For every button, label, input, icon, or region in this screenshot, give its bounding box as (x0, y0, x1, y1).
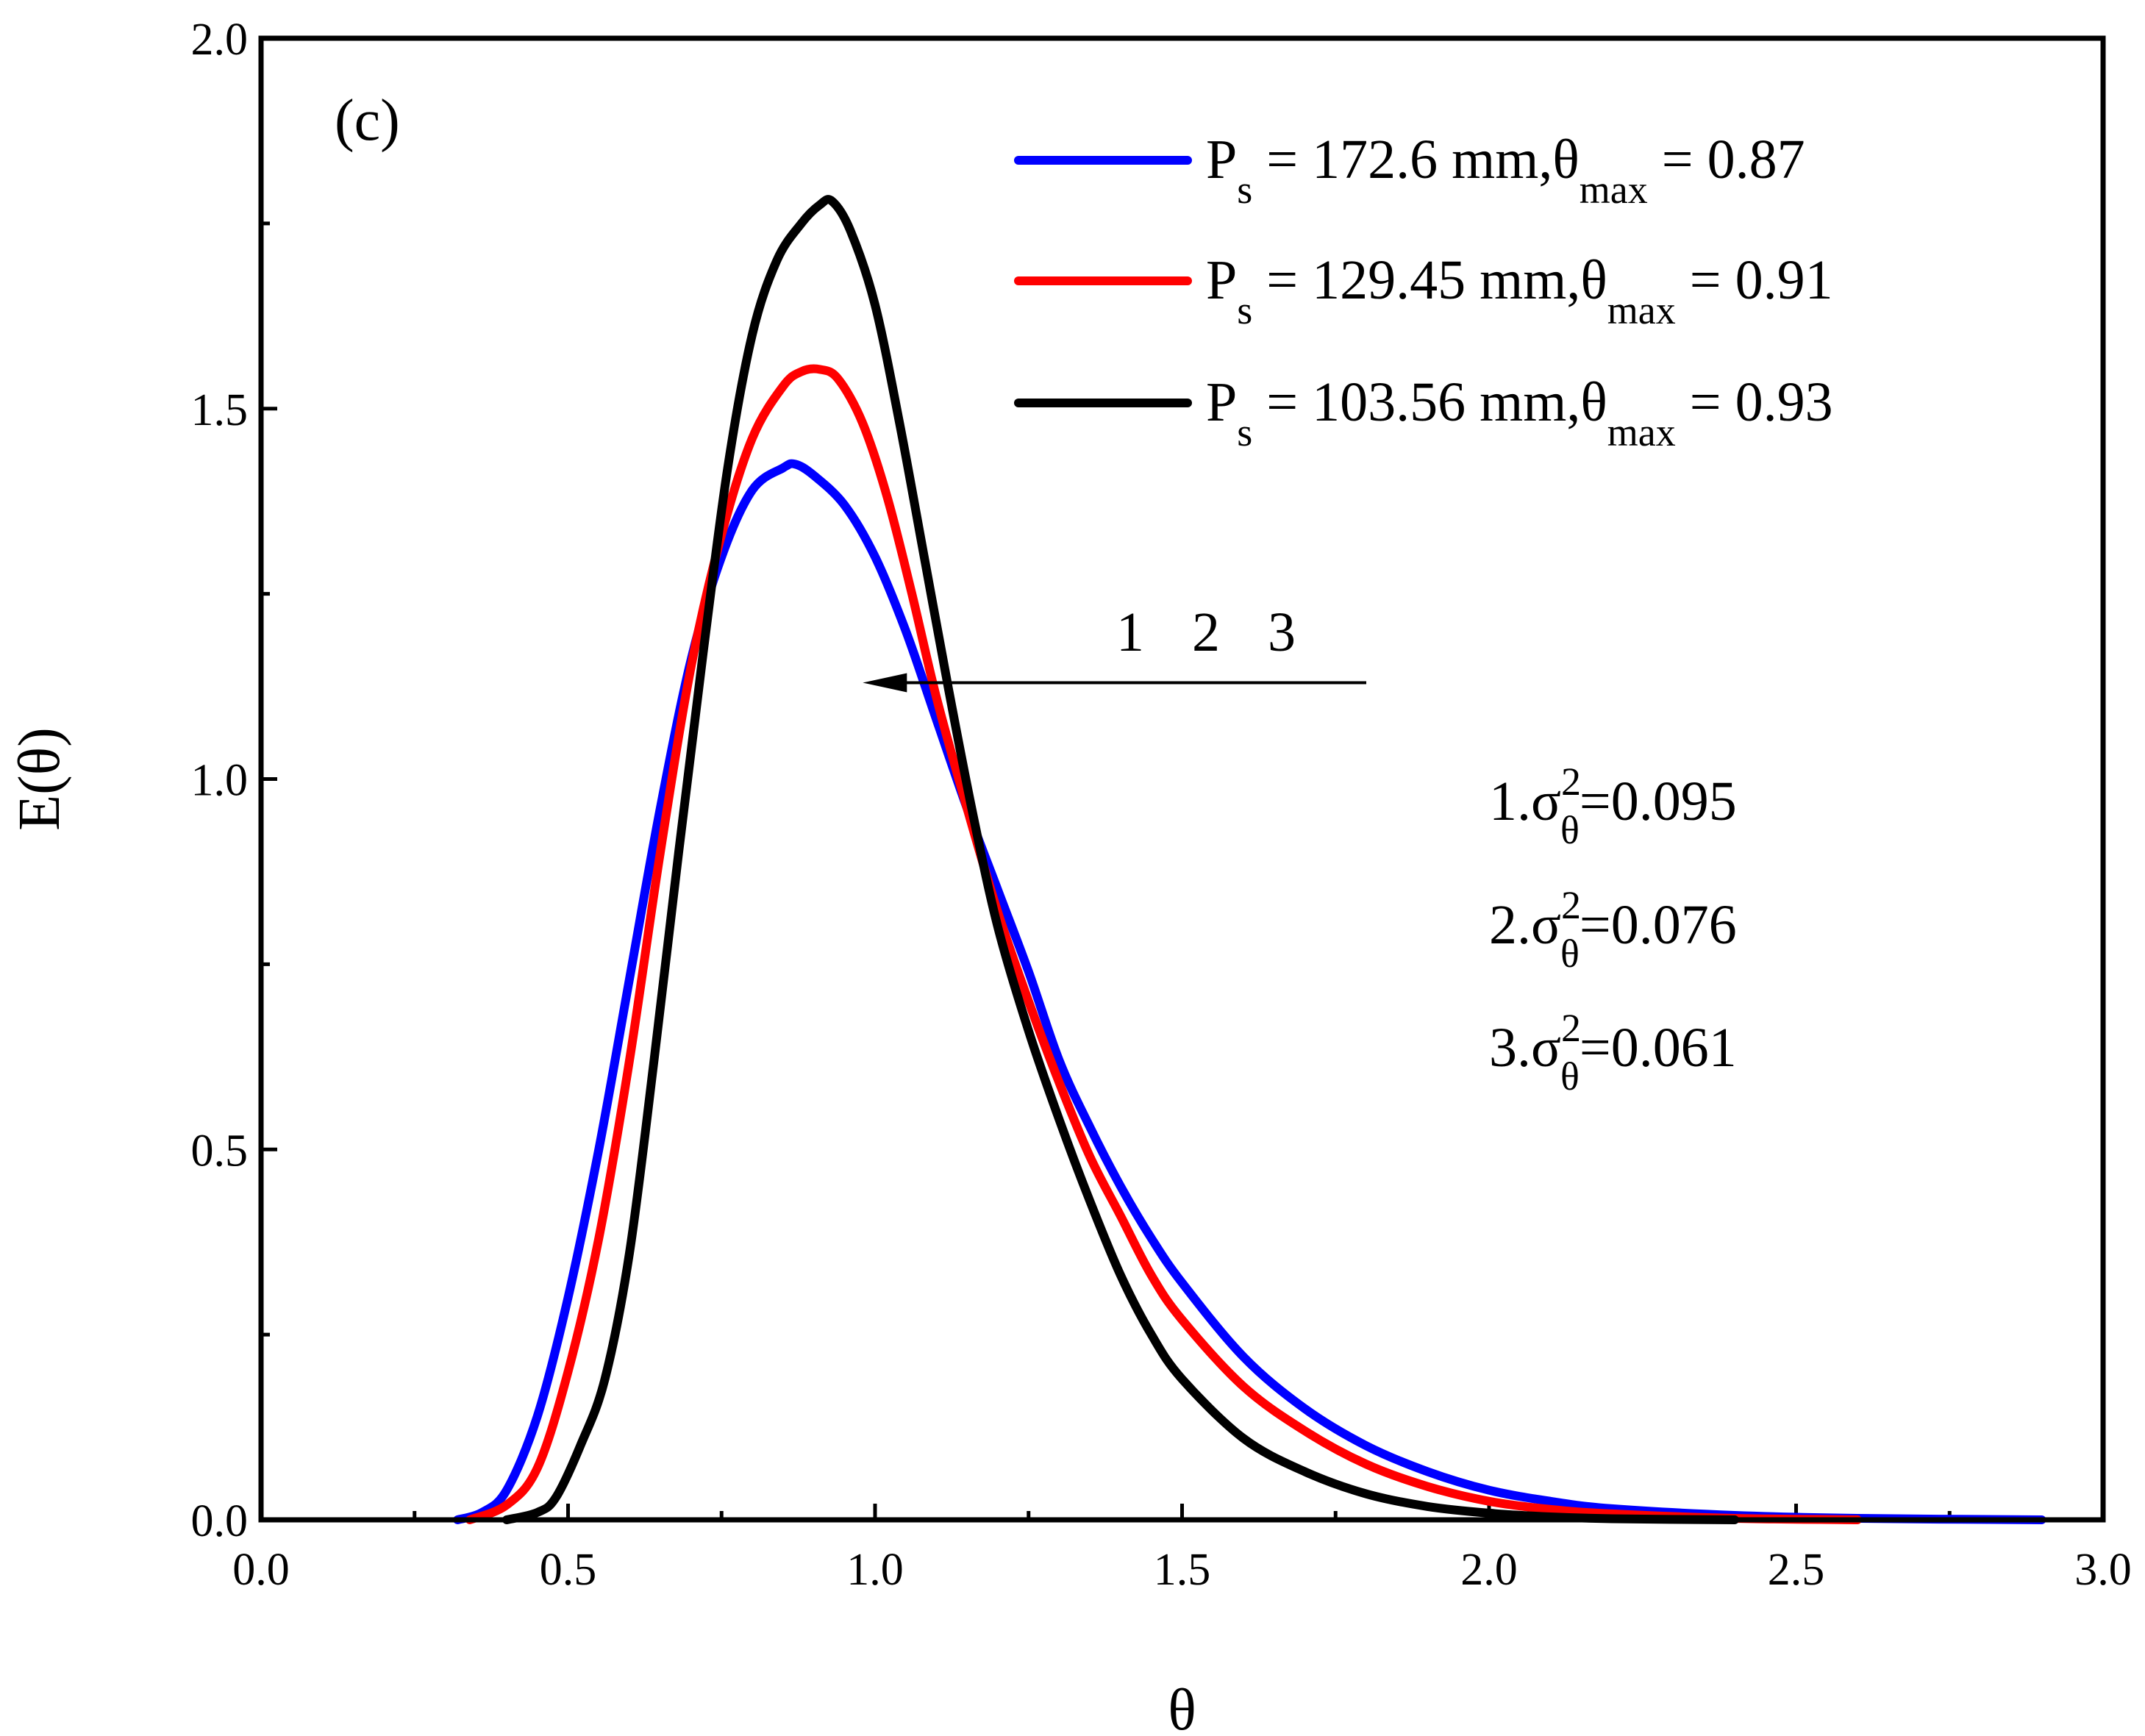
x-tick-label: 0.5 (540, 1545, 597, 1595)
x-tick-labels: 0.0 0.5 1.0 1.5 2.0 2.5 3.0 (232, 1545, 2132, 1595)
arrow-label-3: 3 (1268, 601, 1296, 663)
y-tick-label: 2.0 (191, 15, 249, 65)
x-tick-label: 1.0 (846, 1545, 904, 1595)
legend: Ps = 172.6 mm,θmax = 0.87 Ps = 129.45 mm,… (1014, 129, 1833, 454)
y-tick-label: 0.0 (191, 1496, 249, 1546)
y-tick-label: 1.0 (191, 756, 249, 806)
legend-label-3: Ps = 103.56 mm,θmax = 0.93 (1206, 371, 1833, 454)
x-tick-label: 3.0 (2074, 1545, 2132, 1595)
legend-label-1: Ps = 172.6 mm,θmax = 0.87 (1206, 129, 1805, 212)
x-tick-label: 1.5 (1154, 1545, 1211, 1595)
variance-annotation-2: 2.σ2 θ=0.076 (1489, 883, 1737, 976)
variance-annotation-1: 1.σ2 θ=0.095 (1489, 760, 1737, 852)
x-axis-title: θ (1168, 1678, 1196, 1736)
legend-label-2: Ps = 129.45 mm,θmax = 0.91 (1206, 249, 1833, 332)
series-1-line (453, 459, 2046, 1524)
y-tick-labels: 0.0 0.5 1.0 1.5 2.0 (191, 15, 249, 1546)
arrow-label-1: 1 (1116, 601, 1144, 663)
y-tick-label: 0.5 (191, 1126, 249, 1176)
y-axis-title: E(θ) (7, 727, 72, 830)
curves (453, 195, 2046, 1524)
arrow-label-2: 2 (1192, 601, 1220, 663)
variance-annotations: 1.σ2 θ=0.095 2.σ2 θ=0.076 3.σ2 θ=0.061 (1489, 760, 1737, 1099)
x-tick-label: 2.5 (1768, 1545, 1825, 1595)
series-2-line (465, 364, 1862, 1524)
panel-label: (c) (335, 88, 400, 153)
y-tick-label: 1.5 (191, 385, 249, 435)
series-3-line (502, 195, 1739, 1524)
x-tick-label: 2.0 (1460, 1545, 1518, 1595)
x-tick-label: 0.0 (232, 1545, 290, 1595)
plot-frame (258, 35, 2106, 1523)
variance-annotation-3: 3.σ2 θ=0.061 (1489, 1006, 1737, 1099)
arrow-annotation: 1 2 3 (863, 601, 1366, 693)
arrow-head (863, 673, 907, 693)
